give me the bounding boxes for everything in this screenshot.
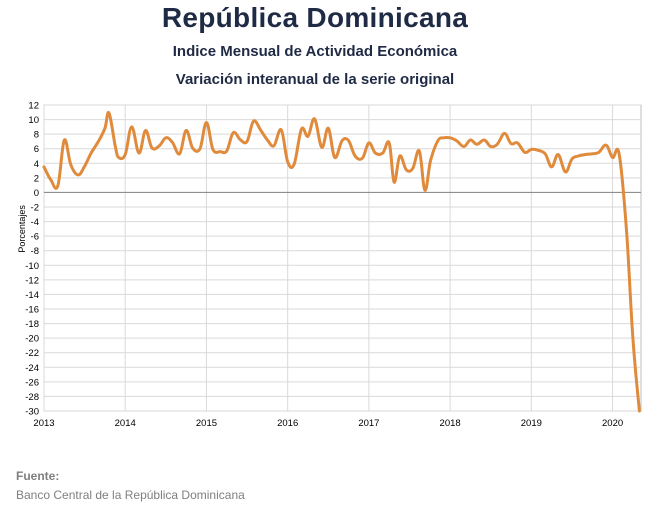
source-text: Banco Central de la República Dominicana (16, 488, 245, 502)
y-tick-label: -6 (31, 232, 39, 243)
x-tick-label: 2016 (277, 418, 298, 429)
y-tick-label: -12 (25, 275, 39, 286)
y-tick-label: -26 (25, 377, 39, 388)
y-tick-label: -24 (25, 363, 39, 374)
y-tick-label: -28 (25, 392, 39, 403)
y-tick-label: -2 (31, 203, 39, 214)
y-tick-label: 10 (28, 115, 39, 126)
source-label: Fuente: (16, 469, 60, 483)
x-tick-label: 2020 (602, 418, 623, 429)
series-line (42, 110, 641, 413)
plot-area (43, 104, 642, 412)
chart-subtitle-2: Variación interanual de la serie origina… (175, 71, 455, 88)
chart-title: República Dominicana (161, 2, 469, 33)
x-tick-label: 2013 (33, 418, 54, 429)
y-tick-label: -10 (25, 261, 39, 272)
y-tick-label: -16 (25, 305, 39, 316)
x-tick-label: 2018 (440, 418, 461, 429)
x-tick-label: 2019 (521, 418, 542, 429)
y-tick-label: -8 (31, 246, 39, 257)
y-tick-label: -18 (25, 319, 39, 330)
y-tick-label: 0 (34, 188, 39, 199)
y-tick-label: 4 (34, 159, 39, 170)
x-tick-label: 2015 (196, 418, 217, 429)
y-tick-label: -4 (31, 217, 39, 228)
x-tick-label: 2014 (115, 418, 136, 429)
y-tick-label: -20 (25, 334, 39, 345)
y-axis-label: Porcentajes (17, 205, 27, 253)
y-tick-label: -14 (25, 290, 39, 301)
y-tick-label: 8 (34, 130, 39, 141)
y-tick-label: 6 (34, 144, 39, 155)
chart-subtitle: Indice Mensual de Actividad Económica (172, 43, 458, 60)
y-tick-label: 12 (28, 101, 39, 112)
y-tick-label: -22 (25, 348, 39, 359)
line-chart: -30-28-26-24-22-20-18-16-14-12-10-8-6-4-… (17, 101, 642, 429)
x-tick-label: 2017 (358, 418, 379, 429)
y-tick-label: 2 (34, 173, 39, 184)
y-tick-label: -30 (25, 407, 39, 418)
